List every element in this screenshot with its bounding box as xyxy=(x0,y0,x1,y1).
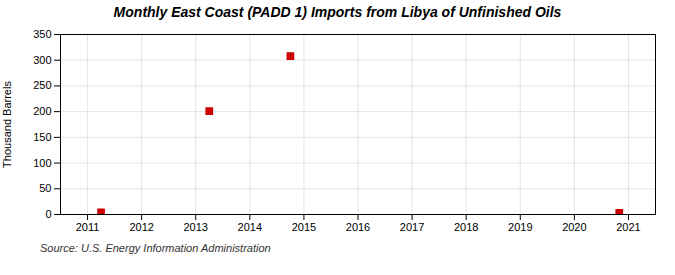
html-text:Monthly East Coast (PADD 1) Im: Monthly East Coast (PADD 1) Imports from… xyxy=(113,4,562,20)
svg-text:350: 350 xyxy=(33,28,51,40)
svg-text:100: 100 xyxy=(33,157,51,169)
svg-text:2014: 2014 xyxy=(238,221,262,233)
svg-text:300: 300 xyxy=(33,54,51,66)
svg-text:2011: 2011 xyxy=(76,221,100,233)
svg-text:2018: 2018 xyxy=(454,221,478,233)
svg-text:2013: 2013 xyxy=(183,221,207,233)
svg-text:2012: 2012 xyxy=(129,221,153,233)
html-text:Source: U.S. Energy Informatio: Source: U.S. Energy Information Administ… xyxy=(40,242,271,254)
svg-text:150: 150 xyxy=(33,131,51,143)
svg-text:2016: 2016 xyxy=(346,221,370,233)
svg-text:2021: 2021 xyxy=(616,221,640,233)
svg-text:250: 250 xyxy=(33,79,51,91)
svg-text:0: 0 xyxy=(45,208,51,220)
svg-text:2015: 2015 xyxy=(292,221,316,233)
svg-text:50: 50 xyxy=(39,182,51,194)
svg-text:Thousand Barrels: Thousand Barrels xyxy=(1,81,13,168)
svg-text:2020: 2020 xyxy=(562,221,586,233)
svg-text:200: 200 xyxy=(33,105,51,117)
svg-text:2019: 2019 xyxy=(508,221,532,233)
svg-text:2017: 2017 xyxy=(400,221,424,233)
